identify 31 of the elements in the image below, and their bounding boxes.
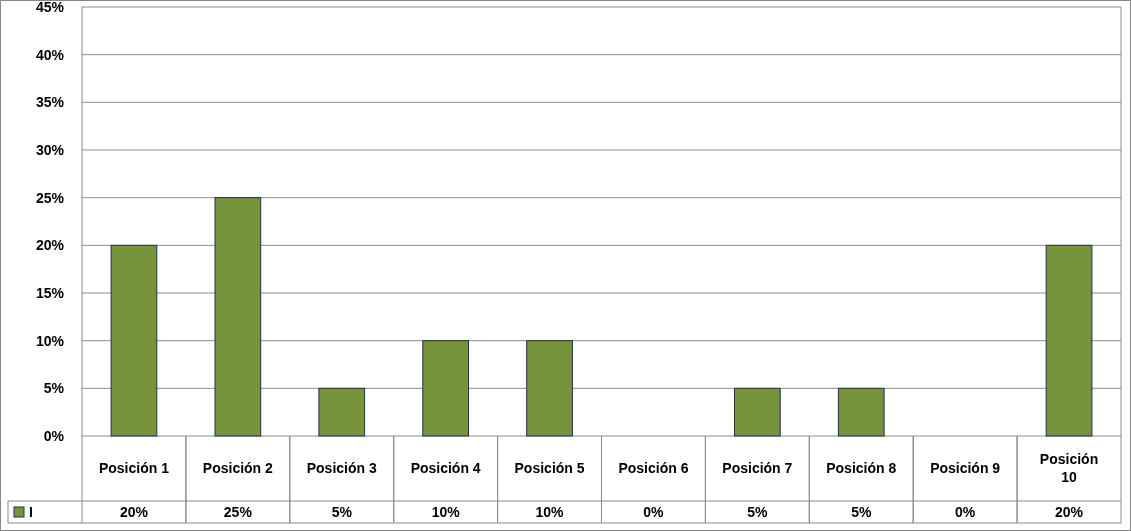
data-label: 10% — [535, 503, 565, 520]
x-tick-label: Posición 7 — [722, 460, 793, 477]
data-label: 20% — [119, 503, 149, 520]
data-label: 5% — [747, 503, 769, 520]
y-tick-label: 15% — [35, 284, 65, 301]
x-tick-label: Posición 6 — [618, 460, 689, 477]
y-tick-label: 0% — [43, 427, 65, 444]
y-tick-label: 45% — [35, 0, 65, 15]
y-tick-label: 40% — [35, 46, 65, 63]
y-tick-label: 10% — [35, 332, 65, 349]
x-tick-label: Posición 8 — [826, 460, 897, 477]
data-label: 5% — [851, 503, 872, 520]
data-label: 0% — [955, 503, 976, 520]
legend-label: I — [29, 503, 33, 520]
x-tick-label: Posición 5 — [514, 460, 585, 477]
y-tick-label: 20% — [35, 237, 65, 254]
data-label: 10% — [431, 503, 461, 520]
x-tick-label: Posición 3 — [306, 460, 377, 477]
x-tick-label: Posición 10 — [1039, 451, 1099, 486]
y-tick-label: 30% — [35, 141, 65, 158]
data-label: 5% — [331, 503, 353, 520]
x-tick-label: Posición 9 — [930, 460, 1001, 477]
y-tick-label: 35% — [35, 94, 65, 111]
y-tick-label: 25% — [35, 189, 65, 206]
data-label: 25% — [223, 503, 253, 520]
data-label: 20% — [1055, 503, 1084, 520]
x-tick-label: Posición 2 — [202, 460, 274, 477]
x-tick-label: Posición 1 — [98, 460, 170, 477]
y-tick-label: 5% — [43, 380, 65, 397]
x-tick-label: Posición 4 — [410, 460, 481, 477]
data-label: 0% — [643, 503, 665, 520]
